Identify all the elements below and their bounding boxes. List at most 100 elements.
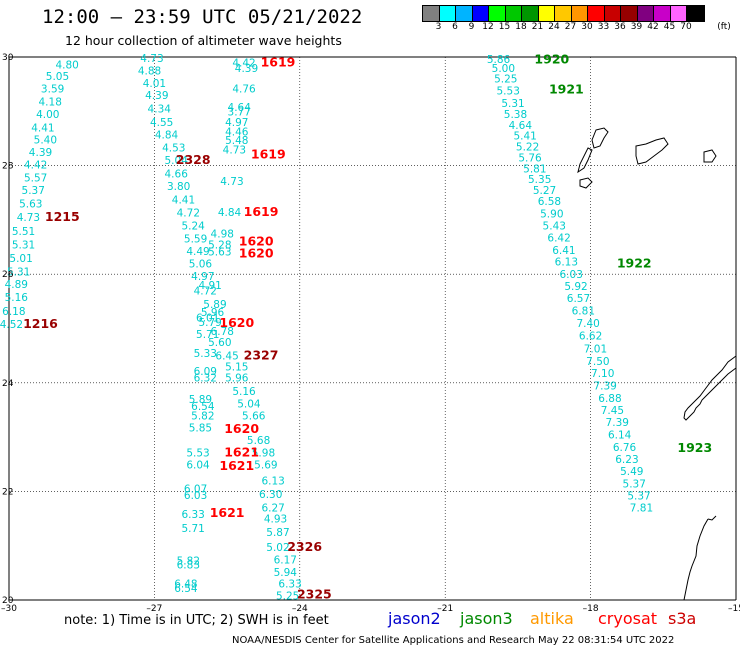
wave-height-value: 5.82 [177, 555, 200, 567]
wave-height-value: 5.31 [7, 266, 30, 278]
wave-height-value: 5.68 [247, 435, 270, 447]
wave-height-value: 5.49 [620, 466, 643, 478]
wave-height-value: 7.40 [576, 318, 599, 330]
wave-height-value: 6.07 [184, 484, 207, 496]
wave-height-value: 5.59 [184, 233, 207, 245]
wave-height-value: 5.60 [208, 337, 231, 349]
pass-time-label: 1216 [23, 316, 58, 331]
wave-height-value: 4.98 [211, 228, 234, 240]
wave-height-value: 5.04 [165, 155, 189, 167]
island-fuerteventura [577, 147, 593, 174]
latitude-label: 30 [2, 53, 14, 63]
pass-time-label: 1922 [617, 255, 652, 270]
legend-tick-label: 24 [548, 22, 560, 32]
wave-height-value: 5.76 [518, 152, 542, 164]
wave-height-value: 6.18 [2, 306, 25, 318]
wave-height-value: 6.04 [186, 459, 210, 471]
wave-height-value: 6.76 [613, 442, 637, 454]
legend-swatch [489, 6, 506, 21]
lat-lon-grid [8, 56, 737, 601]
wave-height-value: 5.48 [225, 135, 248, 147]
wave-height-value: 4.72 [177, 207, 200, 219]
wave-height-value: 6.41 [552, 245, 575, 257]
wave-height-value: 4.52 [0, 319, 23, 331]
wave-height-value: 5.37 [623, 478, 646, 490]
wave-height-value: 4.42 [24, 160, 47, 172]
wave-height-value: 4.39 [235, 63, 258, 75]
pass-time-label: 1921 [549, 82, 584, 97]
wave-height-value: 5.05 [46, 71, 69, 83]
axis-labels: –30 –27 –24 –21 –18 –15 30 28 26 24 22 20 [1, 53, 740, 614]
pass-time-label: 1621 [219, 458, 254, 473]
wave-height-value: 5.02 [266, 542, 289, 554]
wave-height-value: 3.59 [41, 83, 64, 95]
legend-swatch [687, 6, 704, 21]
wave-height-value: 6.81 [572, 306, 595, 318]
legend-tick-label: 70 [680, 22, 692, 32]
wave-height-value: 4.73 [140, 53, 163, 65]
wave-height-value: 5.81 [523, 163, 546, 175]
island-gran-canaria [635, 137, 669, 165]
wave-height-value: 5.31 [12, 239, 35, 251]
wave-height-value: 5.16 [5, 292, 29, 304]
wave-height-value: 6.30 [259, 489, 282, 501]
wave-height-value: 5.15 [225, 362, 248, 374]
wave-height-value: 5.41 [513, 131, 536, 143]
wave-height-value: 4.89 [5, 279, 28, 291]
pass-time-label: 1920 [534, 52, 569, 67]
wave-height-value: 6.33 [278, 579, 301, 591]
wave-height-value: 5.51 [12, 226, 35, 238]
satellite-legend-item: jason3 [460, 609, 513, 628]
pass-time-label: 1619 [251, 147, 286, 162]
wave-height-value: 5.98 [252, 447, 275, 459]
legend-swatch [522, 6, 539, 21]
wave-height-value: 4.55 [150, 117, 173, 129]
wave-height-value: 3.80 [167, 181, 190, 193]
longitude-label: –21 [437, 604, 453, 614]
island-tenerife [703, 149, 717, 163]
pass-time-label: 2325 [297, 587, 332, 602]
wave-height-value: 4.53 [162, 143, 185, 155]
wave-height-value: 5.96 [201, 307, 225, 319]
wave-height-value: 4.64 [228, 102, 252, 114]
island-small [579, 177, 593, 189]
wave-height-value: 5.04 [237, 398, 261, 410]
legend-swatch [654, 6, 671, 21]
wave-height-value: 4.84 [155, 130, 179, 142]
wave-height-value: 6.58 [538, 196, 561, 208]
pass-time-label: 2328 [176, 152, 211, 167]
wave-height-value: 5.92 [564, 281, 587, 293]
wave-height-value: 5.85 [189, 422, 212, 434]
wave-height-value: 5.87 [266, 527, 289, 539]
legend-swatch [637, 6, 654, 21]
wave-height-value: 5.89 [203, 299, 226, 311]
legend-tick-label: 45 [663, 22, 676, 32]
legend-tick-label: 6 [452, 22, 458, 32]
legend-swatch [439, 6, 456, 21]
wave-height-value: 4.42 [232, 57, 255, 69]
wave-height-value: 5.79 [198, 317, 221, 329]
wave-height-value: 5.22 [516, 142, 539, 154]
wave-height-value: 4.88 [138, 66, 161, 78]
longitude-label: –15 [728, 604, 740, 614]
wave-height-value: 6.83 [177, 560, 200, 572]
latitude-label: 28 [2, 162, 14, 172]
wave-height-value: 6.42 [547, 232, 570, 244]
wave-height-value: 6.03 [560, 269, 583, 281]
latitude-label: 20 [2, 596, 14, 606]
wave-height-value: 5.63 [19, 199, 42, 211]
wave-height-value: 6.13 [555, 257, 578, 269]
wave-height-value: 5.25 [494, 74, 517, 86]
wave-height-value: 5.69 [254, 459, 277, 471]
legend-swatch [555, 6, 572, 21]
wave-height-value: 5.43 [543, 220, 566, 232]
legend-tick-label: 39 [630, 22, 643, 32]
wave-height-value: 7.39 [593, 381, 616, 393]
wave-height-value: 7.01 [584, 344, 607, 356]
footer-credit: NOAA/NESDIS Center for Satellite Applica… [232, 635, 675, 646]
legend-tick-label: (ft) [717, 22, 731, 32]
pass-time-label: 1621 [210, 505, 245, 520]
wave-height-value: 5.86 [487, 54, 511, 66]
wave-height-value: 5.96 [225, 372, 249, 384]
